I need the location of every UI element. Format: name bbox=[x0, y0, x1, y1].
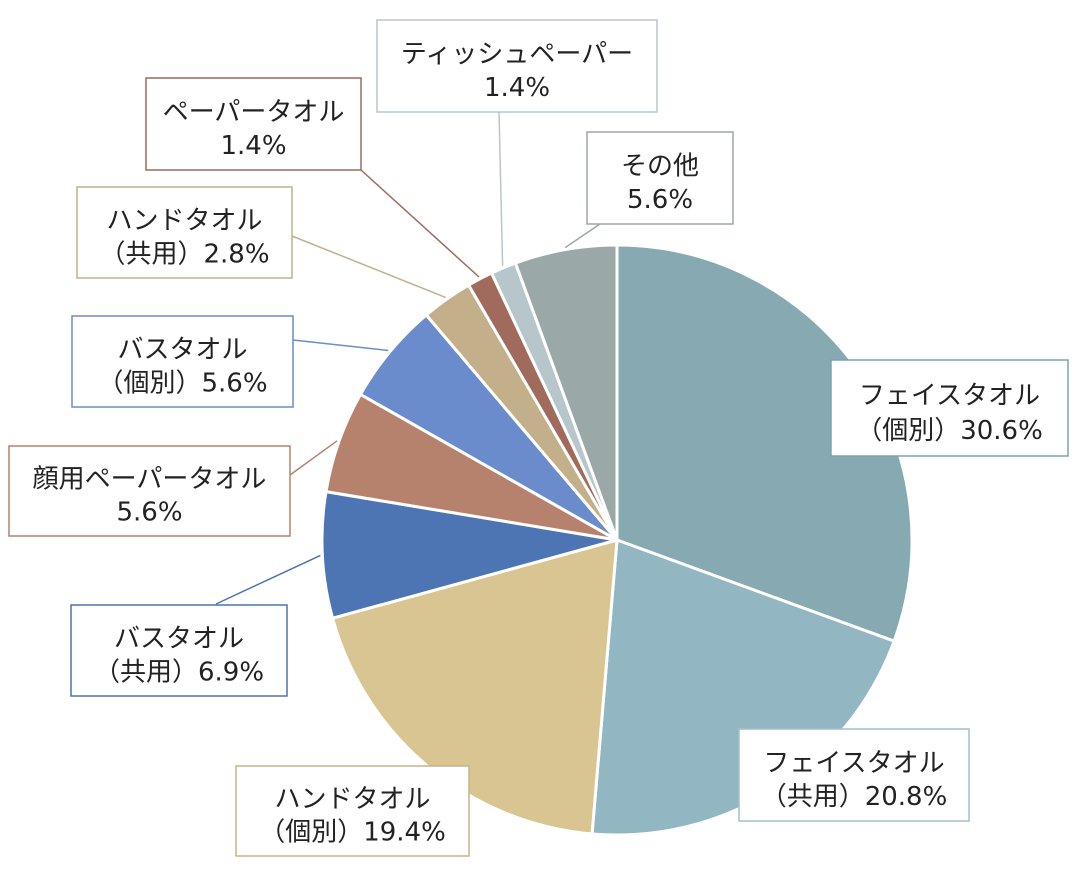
data-label-value: 1.4% bbox=[220, 131, 286, 161]
data-label-1: フェイスタオル （個別）30.6% bbox=[830, 359, 1069, 457]
data-label-value: （共用）6.9% bbox=[94, 657, 264, 687]
data-label-percent: 5.6% bbox=[116, 497, 182, 527]
data-label-box bbox=[830, 359, 1069, 457]
data-label-subcategory: （個別） bbox=[97, 368, 201, 398]
data-label-percent: 1.4% bbox=[484, 73, 550, 103]
data-label-percent: 2.8% bbox=[203, 239, 269, 269]
data-label-value: 1.4% bbox=[484, 73, 550, 103]
data-label-percent: 20.8% bbox=[865, 782, 948, 812]
data-label-percent: 5.6% bbox=[627, 185, 693, 215]
data-label-percent: 6.9% bbox=[198, 657, 264, 687]
leader-line-9 bbox=[498, 111, 504, 266]
leader-line-8 bbox=[360, 169, 480, 278]
data-label-9: ティッシュペーパー 1.4% bbox=[376, 19, 658, 113]
data-label-percent: 1.4% bbox=[220, 131, 286, 161]
data-label-box bbox=[235, 765, 470, 857]
leader-line-5 bbox=[289, 440, 338, 476]
data-label-2: フェイスタオル （共用）20.8% bbox=[738, 728, 970, 822]
data-label-percent: 19.4% bbox=[363, 817, 446, 847]
data-label-category: バスタオル bbox=[117, 335, 247, 365]
data-label-box bbox=[586, 131, 734, 225]
data-label-value: （個別）5.6% bbox=[97, 368, 267, 398]
leader-line-10 bbox=[564, 223, 601, 249]
leader-line-4 bbox=[215, 554, 321, 605]
data-label-box bbox=[376, 19, 658, 113]
data-label-value: （個別）30.6% bbox=[856, 416, 1043, 446]
data-label-value: 5.6% bbox=[627, 185, 693, 215]
leader-line-6 bbox=[292, 339, 389, 352]
data-label-category: その他 bbox=[621, 151, 699, 181]
data-label-box bbox=[76, 186, 293, 279]
data-label-subcategory: （共用） bbox=[99, 239, 203, 269]
data-label-category: 顔用ペーパータオル bbox=[33, 465, 267, 495]
data-label-percent: 30.6% bbox=[960, 416, 1043, 446]
data-label-value: （個別）19.4% bbox=[259, 817, 446, 847]
data-label-subcategory: （共用） bbox=[761, 782, 865, 812]
data-labels: フェイスタオル（個別）30.6%フェイスタオル（共用）20.8%ハンドタオル（個… bbox=[8, 19, 1069, 857]
data-label-subcategory: （個別） bbox=[856, 416, 960, 446]
data-label-box bbox=[70, 604, 288, 697]
data-label-box bbox=[8, 445, 291, 537]
data-label-6: バスタオル（個別）5.6% bbox=[71, 315, 294, 408]
data-label-subcategory: （共用） bbox=[94, 657, 198, 687]
data-label-category: フェイスタオル bbox=[763, 748, 944, 778]
data-label-value: 5.6% bbox=[116, 497, 182, 527]
data-label-value: （共用）2.8% bbox=[99, 239, 269, 269]
leader-lines bbox=[215, 111, 601, 605]
data-label-box bbox=[738, 728, 970, 822]
data-label-10: その他 5.6% bbox=[586, 131, 734, 225]
data-label-box bbox=[71, 315, 294, 408]
data-label-subcategory: （個別） bbox=[259, 817, 363, 847]
data-label-7: ハンドタオル（共用）2.8% bbox=[76, 186, 293, 279]
data-label-category: ハンドタオル bbox=[106, 206, 262, 236]
data-label-category: フェイスタオル bbox=[859, 381, 1040, 411]
data-label-percent: 5.6% bbox=[201, 368, 267, 398]
data-label-category: ペーパータオル bbox=[163, 97, 345, 127]
pie-slice-10 bbox=[513, 243, 619, 541]
leader-line-7 bbox=[291, 235, 446, 299]
pie-slices bbox=[320, 243, 914, 837]
data-label-8: ペーパータオル 1.4% bbox=[145, 77, 362, 171]
data-label-box bbox=[145, 77, 362, 171]
data-label-value: （共用）20.8% bbox=[761, 782, 948, 812]
data-label-category: バスタオル bbox=[114, 624, 244, 654]
data-label-3: ハンドタオル（個別）19.4% bbox=[235, 765, 470, 857]
data-label-4: バスタオル（共用）6.9% bbox=[70, 604, 288, 697]
data-label-category: ハンドタオル bbox=[274, 785, 430, 815]
data-label-category: ティッシュペーパー bbox=[401, 39, 633, 69]
pie-slice-4 bbox=[320, 489, 618, 621]
